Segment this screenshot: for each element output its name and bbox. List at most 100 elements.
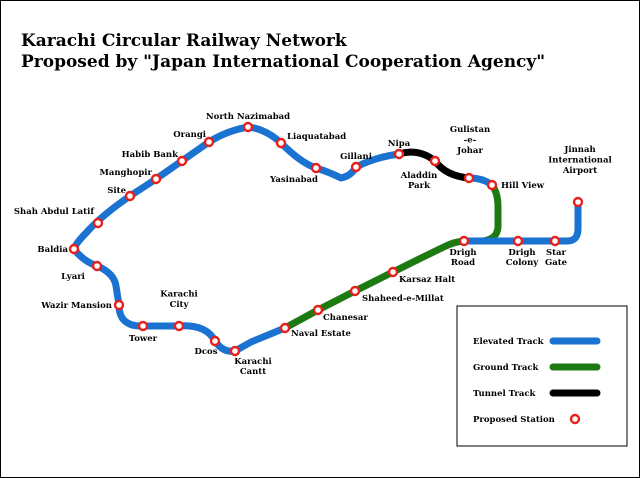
- station-gillani[interactable]: [350, 161, 362, 173]
- station-label-line: International: [548, 156, 612, 166]
- station-baldia[interactable]: [68, 243, 80, 255]
- legend-box: [456, 305, 628, 447]
- legend-label-ground: Ground Track: [473, 363, 540, 373]
- station-label-orangi: Orangi: [173, 130, 207, 140]
- station-label-line: Wazir Mansion: [40, 301, 112, 311]
- station-label-line: Karachi: [234, 357, 272, 367]
- station-liaquatabad[interactable]: [275, 137, 287, 149]
- station-label-line: Chanesar: [323, 313, 368, 323]
- station-label-line: Airport: [562, 166, 597, 176]
- ground-track-north: [460, 181, 502, 245]
- station-label-habib-bank: Habib Bank: [122, 150, 179, 160]
- legend-items: Elevated Track Ground Track Tunnel Track Pr…: [473, 337, 601, 425]
- station-label-line: Yasinabad: [269, 175, 318, 185]
- station-label-line: Tower: [129, 334, 158, 344]
- station-label-line: Manghopir: [99, 168, 152, 178]
- elevated-track-airport: [460, 198, 582, 245]
- station-drigh-road[interactable]: [458, 235, 470, 247]
- station-site[interactable]: [124, 190, 136, 202]
- station-label-jinnah-international-airport: Jinnah International Airport: [548, 145, 612, 176]
- station-label-nipa: Nipa: [388, 139, 411, 149]
- station-label-liaquatabad: Liaquatabad: [287, 132, 346, 142]
- station-label-naval-estate: Naval Estate: [291, 329, 352, 339]
- station-label-karsaz-halt: Karsaz Halt: [399, 275, 455, 285]
- station-label-line: Aladdin: [400, 171, 438, 181]
- station-star-gate[interactable]: [549, 235, 561, 247]
- station-label-line: Jinnah: [563, 145, 595, 155]
- station-label-line: Dcos: [194, 347, 217, 357]
- station-lyari[interactable]: [91, 260, 103, 272]
- station-drigh-colony[interactable]: [512, 235, 524, 247]
- station-label-line: Site: [107, 186, 126, 196]
- station-label-baldia: Baldia: [37, 245, 68, 255]
- station-label-line: Naval Estate: [291, 329, 352, 339]
- legend-label-station: Proposed Station: [473, 415, 555, 425]
- station-hill-view[interactable]: [486, 179, 498, 191]
- station-label-line: City: [170, 300, 190, 310]
- station-label-line: Lyari: [61, 272, 86, 282]
- legend-label-elevated: Elevated Track: [473, 337, 545, 347]
- station-label-line: Baldia: [37, 245, 68, 255]
- station-label-line: Gulistan: [450, 125, 490, 135]
- station-label-line: Shah Abdul Latif: [14, 207, 95, 217]
- station-labels-layer: North Nazimabad Liaquatabad Yasinabad Gilla…: [14, 112, 613, 377]
- station-label-line: Shaheed-e-Millat: [362, 294, 444, 304]
- station-yasinabad[interactable]: [310, 162, 322, 174]
- station-label-shaheed-e-millat: Shaheed-e-Millat: [362, 294, 444, 304]
- station-wazir-mansion[interactable]: [113, 299, 125, 311]
- title-line-2: Proposed by "Japan International Coopera…: [21, 52, 546, 72]
- station-naval-estate[interactable]: [279, 322, 291, 334]
- station-karachi-city[interactable]: [173, 320, 185, 332]
- station-label-line: Karachi: [160, 290, 198, 300]
- station-label-line: Gate: [545, 258, 568, 268]
- station-label-star-gate: Star Gate: [545, 248, 568, 268]
- station-label-drigh-road: Drigh Road: [449, 248, 476, 268]
- station-label-line: Hill View: [501, 181, 545, 191]
- station-karachi-cantt[interactable]: [229, 345, 241, 357]
- station-label-aladdin-park: Aladdin Park: [400, 171, 438, 191]
- legend-swatch-station: [569, 413, 581, 425]
- station-label-north-nazimabad: North Nazimabad: [206, 112, 290, 122]
- station-nipa[interactable]: [393, 148, 405, 160]
- station-label-line: Habib Bank: [122, 150, 179, 160]
- title-line-1: Karachi Circular Railway Network: [21, 31, 347, 51]
- station-jinnah-international-airport[interactable]: [572, 196, 584, 208]
- station-label-hill-view: Hill View: [501, 181, 545, 191]
- map-title: Karachi Circular Railway Network Propose…: [21, 31, 545, 73]
- stations-layer: [68, 121, 584, 357]
- station-label-gulistan-e-johar: Gulistan -e-Johar: [450, 125, 490, 156]
- station-shah-abdul-latif[interactable]: [92, 217, 104, 229]
- station-chanesar[interactable]: [312, 304, 324, 316]
- station-label-dcos: Dcos: [194, 347, 217, 357]
- station-label-tower: Tower: [129, 334, 158, 344]
- station-shaheed-e-millat[interactable]: [349, 285, 361, 297]
- station-label-shah-abdul-latif: Shah Abdul Latif: [14, 207, 95, 217]
- station-manghopir[interactable]: [150, 173, 162, 185]
- station-label-line: North Nazimabad: [206, 112, 290, 122]
- station-label-line: Drigh: [508, 248, 535, 258]
- station-label-wazir-mansion: Wazir Mansion: [40, 301, 112, 311]
- station-orangi[interactable]: [203, 136, 215, 148]
- station-label-line: Park: [408, 181, 431, 191]
- station-label-line: Drigh: [449, 248, 476, 258]
- station-label-line: Gillani: [340, 152, 373, 162]
- legend: Elevated Track Ground Track Tunnel Track Pr…: [456, 305, 628, 447]
- station-label-line: Cantt: [240, 367, 266, 377]
- station-label-chanesar: Chanesar: [323, 313, 368, 323]
- station-north-nazimabad[interactable]: [242, 121, 254, 133]
- station-label-line: Liaquatabad: [287, 132, 346, 142]
- station-label-karachi-city: Karachi City: [160, 290, 198, 311]
- station-tower[interactable]: [137, 320, 149, 332]
- station-habib-bank[interactable]: [176, 155, 188, 167]
- station-dcos[interactable]: [209, 335, 221, 347]
- station-aladdin-park[interactable]: [429, 155, 441, 167]
- station-gulistan-e-johar[interactable]: [463, 172, 475, 184]
- station-label-line: Orangi: [173, 130, 207, 140]
- station-label-manghopir: Manghopir: [99, 168, 152, 178]
- station-karsaz-halt[interactable]: [387, 266, 399, 278]
- station-label-yasinabad: Yasinabad: [269, 175, 318, 185]
- station-label-line: Karsaz Halt: [399, 275, 455, 285]
- station-label-gillani: Gillani: [340, 152, 373, 162]
